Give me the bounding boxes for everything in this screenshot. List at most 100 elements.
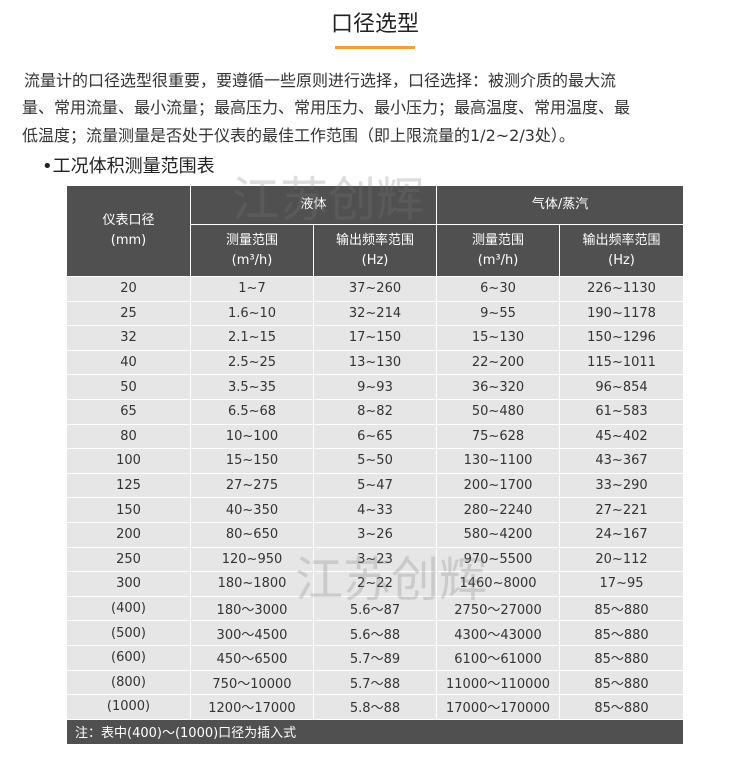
table-cell: 5~50 xyxy=(312,448,438,474)
table-cell: 24~167 xyxy=(559,521,685,548)
table-cell: 5.7～88 xyxy=(312,669,438,696)
table-cell: 65 xyxy=(66,398,191,425)
table-cell: (500) xyxy=(66,620,191,646)
table-cell: 20 xyxy=(66,276,191,302)
table-cell: 36~320 xyxy=(436,374,561,400)
header-cell: 输出频率范围 (Hz) xyxy=(312,224,438,277)
table-cell: 15~130 xyxy=(436,325,561,351)
header-cell: 测量范围 (m³/h) xyxy=(436,224,561,277)
intro-line: 低温度；流量测量是否处于仪表的最佳工作范围（即上限流量的1/2~2/3处）。 xyxy=(22,126,575,145)
table-cell: 61~583 xyxy=(559,398,685,425)
table-cell: 1460~8000 xyxy=(436,571,561,597)
table-cell: 10~100 xyxy=(190,423,314,450)
table-cell: 5.6～87 xyxy=(312,595,438,622)
table-cell: 85～880 xyxy=(559,694,685,720)
table-cell: 120~950 xyxy=(190,546,314,573)
table-cell: 150~1296 xyxy=(559,325,685,351)
table-cell: 200~1700 xyxy=(436,472,561,499)
table-cell: 32 xyxy=(66,325,191,351)
table-cell: 125 xyxy=(66,472,191,499)
header-cell: 仪表口径 (mm) xyxy=(66,185,191,277)
table-cell: 1200～17000 xyxy=(190,694,314,720)
table-cell: 180~1800 xyxy=(190,571,314,597)
table-cell: 20~112 xyxy=(559,546,685,573)
header-cell: 气体/蒸汽 xyxy=(436,185,685,225)
table-cell: 2.1~15 xyxy=(190,325,314,351)
table-cell: 5~47 xyxy=(312,472,438,499)
table-cell: (600) xyxy=(66,644,191,671)
table-cell: 2~22 xyxy=(312,571,438,597)
table-cell: 4300～43000 xyxy=(436,620,561,646)
table-cell: 6~30 xyxy=(436,276,561,302)
table-cell: 580~4200 xyxy=(436,521,561,548)
table-cell: 2750～27000 xyxy=(436,595,561,622)
table-cell: 180～3000 xyxy=(190,595,314,622)
table-cell: (400) xyxy=(66,595,191,622)
table-cell: 130~1100 xyxy=(436,448,561,474)
table-cell: 40~350 xyxy=(190,497,314,523)
table-cell: 33~290 xyxy=(559,472,685,499)
table-cell: 50 xyxy=(66,374,191,400)
table-cell: 85～880 xyxy=(559,644,685,671)
table-cell: 32~214 xyxy=(312,300,438,327)
table-cell: 190~1178 xyxy=(559,300,685,327)
header-unit: (Hz) xyxy=(608,252,635,268)
table-cell: 25 xyxy=(66,300,191,327)
table-cell: 5.7～89 xyxy=(312,644,438,671)
title-underline xyxy=(335,46,415,49)
table-cell: 45~402 xyxy=(559,423,685,450)
table-cell: 17~95 xyxy=(559,571,685,597)
header-text: 测量范围 xyxy=(472,232,525,248)
table-cell: 80~650 xyxy=(190,521,314,548)
table-cell: 2.5~25 xyxy=(190,349,314,376)
table-cell: 200 xyxy=(66,521,191,548)
table-cell: 300 xyxy=(66,571,191,597)
table-cell: 100 xyxy=(66,448,191,474)
table-cell: 9~55 xyxy=(436,300,561,327)
table-cell: 1~7 xyxy=(190,276,314,302)
table-cell: 3.5~35 xyxy=(190,374,314,400)
table-cell: 6~65 xyxy=(312,423,438,450)
table-cell: 37~260 xyxy=(312,276,438,302)
table-cell: 11000～110000 xyxy=(436,669,561,696)
header-cell: 液体 xyxy=(189,185,438,225)
table-cell: 226~1130 xyxy=(559,276,685,302)
section-title: •工况体积测量范围表 xyxy=(42,156,215,177)
table: 仪表口径 (mm) 液体 气体/蒸汽 测量范围 (m³/h) 输出频率范围 (Hz) … xyxy=(65,185,685,745)
table-cell: 9~93 xyxy=(312,374,438,400)
table-note: 注：表中(400)～(1000)口径为插入式 xyxy=(65,718,685,745)
table-cell: 96~854 xyxy=(559,374,685,400)
table-cell: 85～880 xyxy=(559,620,685,646)
table-cell: 970~5500 xyxy=(436,546,561,573)
table-cell: 750～10000 xyxy=(190,669,314,696)
table-cell: 80 xyxy=(66,423,191,450)
header-cell: 测量范围 (m³/h) xyxy=(190,224,314,277)
header-cell: 输出频率范围 (Hz) xyxy=(559,224,685,277)
table-cell: 1.6~10 xyxy=(190,300,314,327)
table-cell: 27~221 xyxy=(559,497,685,523)
table-cell: 300～4500 xyxy=(190,620,314,646)
table-cell: 17000～170000 xyxy=(436,694,561,720)
table-cell: 6.5~68 xyxy=(190,398,314,425)
table-cell: 250 xyxy=(66,546,191,573)
intro-line: 流量计的口径选型很重要，要遵循一些原则进行选择，口径选择：被测介质的最大流 xyxy=(24,71,617,90)
header-text: 输出频率范围 xyxy=(582,232,661,248)
table-cell: 22~200 xyxy=(436,349,561,376)
table-cell: 280~2240 xyxy=(436,497,561,523)
header-text: 测量范围 xyxy=(225,232,278,248)
table-cell: (800) xyxy=(66,669,191,696)
table-cell: 43~367 xyxy=(559,448,685,474)
table-cell: 13~130 xyxy=(312,349,438,376)
table-cell: 85～880 xyxy=(559,595,685,622)
intro-line: 量、常用流量、最小流量；最高压力、常用压力、最小压力；最高温度、常用温度、最 xyxy=(22,98,631,117)
header-unit: (m³/h) xyxy=(231,252,273,268)
header-unit: (mm) xyxy=(110,233,147,248)
table-cell: 17~150 xyxy=(312,325,438,351)
table-cell: 5.6～88 xyxy=(312,620,438,646)
table-cell: 50~480 xyxy=(436,398,561,425)
table-cell: 15~150 xyxy=(190,448,314,474)
table-cell: 6100～61000 xyxy=(436,644,561,671)
header-unit: (m³/h) xyxy=(477,252,519,268)
table-cell: 5.8～88 xyxy=(312,694,438,720)
